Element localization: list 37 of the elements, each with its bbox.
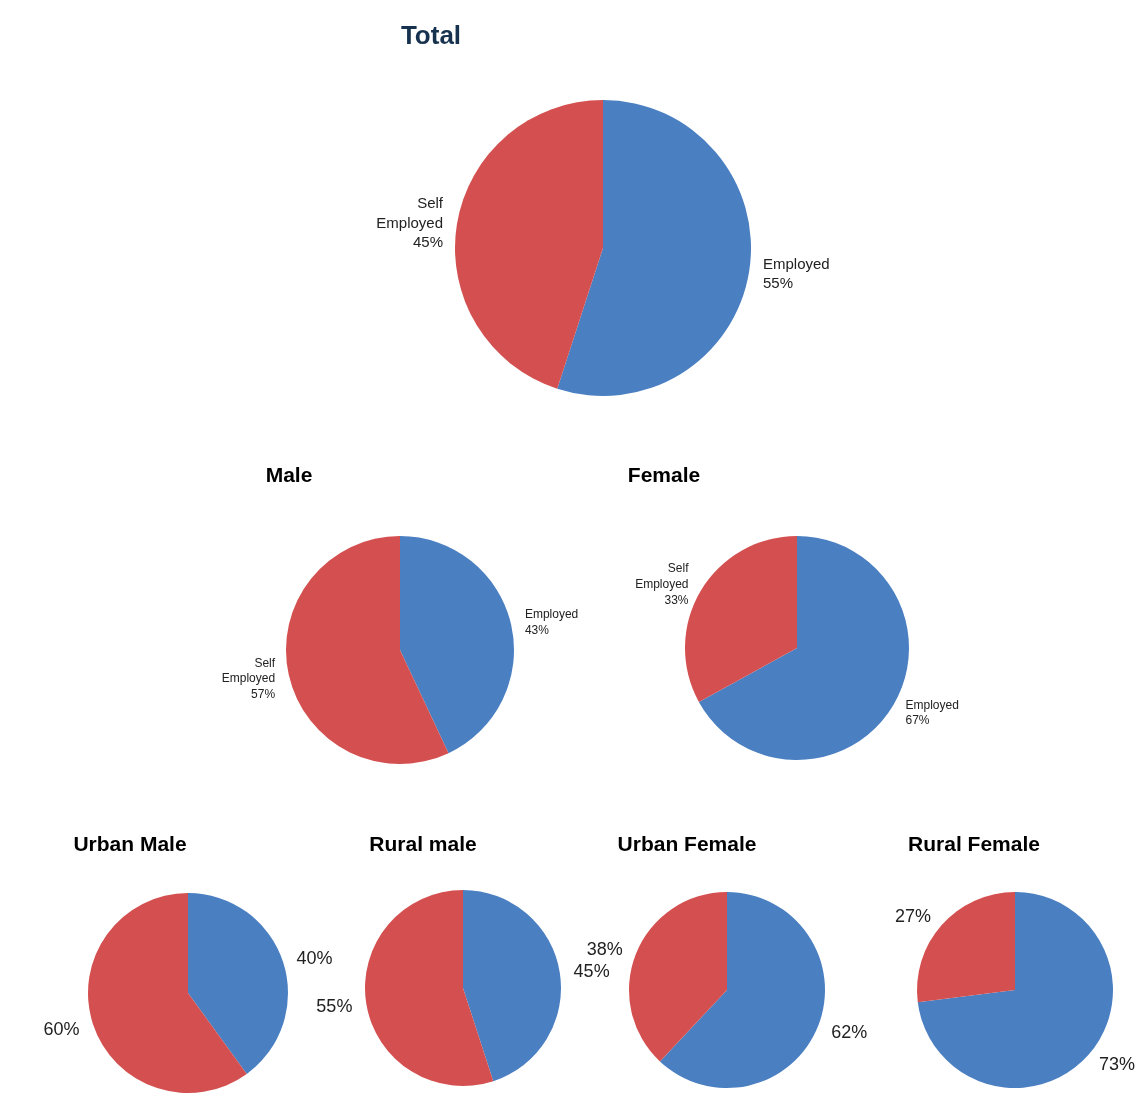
chart-title: Total xyxy=(400,20,462,50)
data-label: 55% xyxy=(763,274,794,292)
data-label: 38% xyxy=(586,939,623,960)
chart-title: Rural Female xyxy=(908,832,1040,855)
chart-title: Female xyxy=(627,463,701,486)
pie-slice xyxy=(400,536,514,754)
slice-label: Employed xyxy=(763,254,830,272)
pie-slice xyxy=(659,892,825,1088)
slice-label: Employed xyxy=(524,607,579,622)
data-label: 33% xyxy=(664,592,689,607)
data-label: 45% xyxy=(412,233,443,251)
pie-slice xyxy=(88,893,247,1093)
data-label: 62% xyxy=(831,1021,868,1042)
pie-slice xyxy=(557,100,751,396)
data-label: 55% xyxy=(316,995,353,1016)
pie-slice xyxy=(629,892,727,1062)
data-label: 73% xyxy=(1099,1054,1136,1075)
pie-slice xyxy=(188,893,288,1074)
data-label: 57% xyxy=(251,686,276,701)
chart-title: Male xyxy=(265,463,313,486)
slice-label: Self Employed xyxy=(635,561,690,592)
chart-title: Urban Male xyxy=(73,832,187,855)
slice-label: Employed xyxy=(905,697,959,712)
chart-title: Rural male xyxy=(369,832,477,855)
slice-label: Self Employed xyxy=(221,655,276,686)
data-label: 67% xyxy=(905,713,930,728)
slice-label: Self Employed xyxy=(376,194,444,231)
data-label: 45% xyxy=(573,960,610,981)
data-label: 40% xyxy=(296,948,333,969)
data-label: 43% xyxy=(524,623,550,638)
pie-slice xyxy=(286,536,449,764)
pie-slice xyxy=(365,890,494,1086)
data-label: 60% xyxy=(43,1018,80,1039)
data-label: 27% xyxy=(894,906,931,927)
chart-title: Urban Female xyxy=(617,832,757,855)
pie-slice xyxy=(463,890,561,1082)
pie-slice xyxy=(455,100,603,389)
